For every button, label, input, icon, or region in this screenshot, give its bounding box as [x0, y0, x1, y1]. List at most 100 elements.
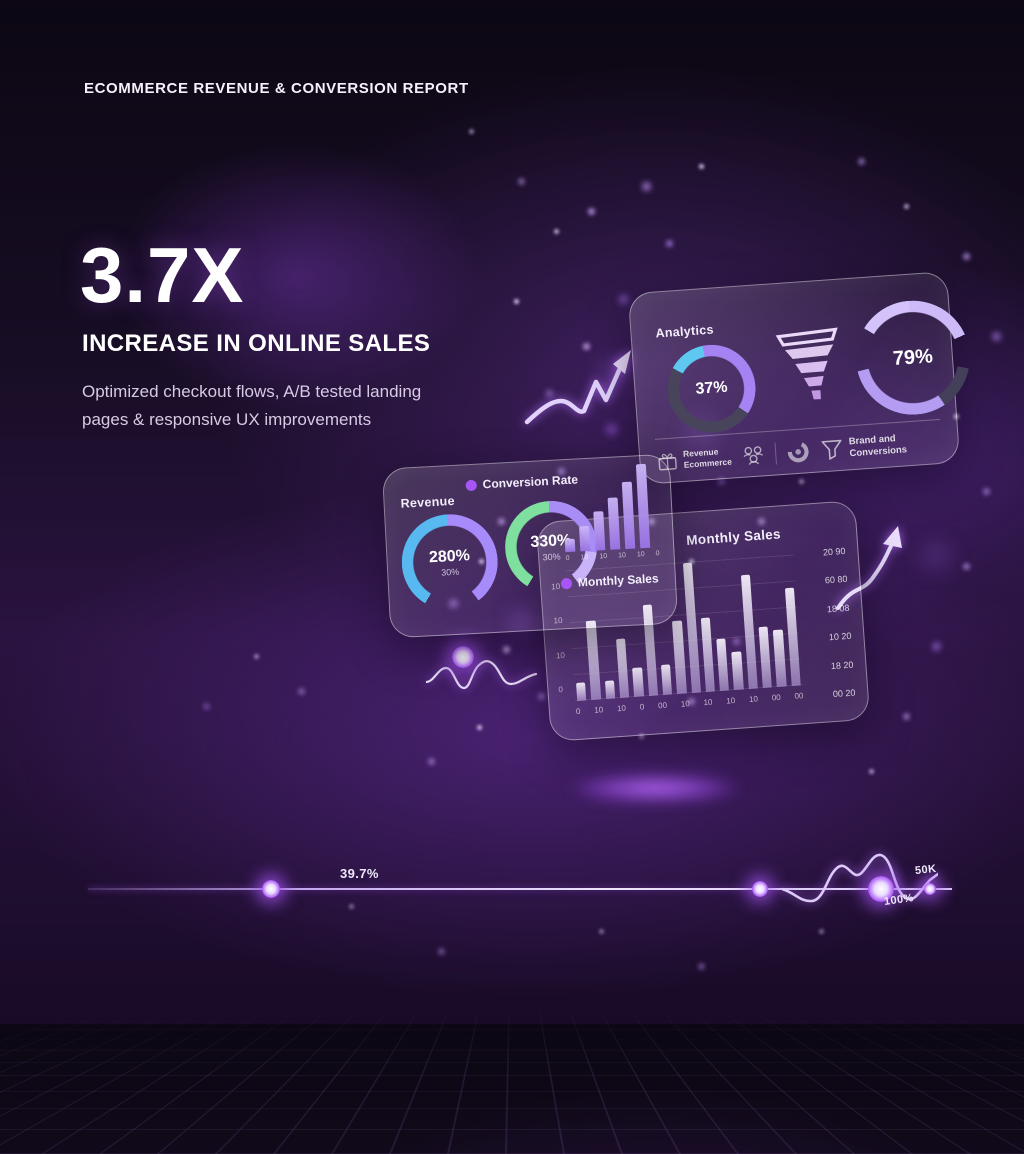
trend-arrow-icon	[836, 526, 902, 610]
axis-tick: 18 08	[826, 602, 850, 615]
bar	[784, 587, 801, 686]
bar	[773, 629, 787, 687]
footer-label-line: Ecommerce	[683, 456, 733, 470]
bar	[586, 620, 601, 700]
legend-label: Monthly Sales	[577, 571, 659, 590]
bar-group	[561, 463, 659, 553]
bar	[564, 538, 576, 553]
footer-item-conversions: Brand and Conversions	[819, 432, 907, 462]
description: Optimized checkout flows, A/B tested lan…	[82, 378, 421, 433]
axis-tick: 0	[655, 550, 660, 558]
axis-tick: 10	[617, 551, 627, 560]
x-axis-ticks: 0 10 10 10 10 0	[566, 550, 660, 562]
analytics-footer-row: Revenue Ecommerce Brand and	[655, 424, 949, 478]
y-axis-right-labels: 20 90 60 80 18 08 10 20 18 20 00 20	[823, 546, 856, 699]
bar	[621, 481, 636, 550]
axis-tick: 0	[639, 702, 645, 712]
timeline-mid-label: 39.7%	[340, 866, 379, 881]
bar	[579, 525, 591, 552]
axis-tick: 00	[657, 700, 668, 711]
axis-tick: 00	[771, 692, 781, 703]
legend-dot	[560, 577, 573, 589]
bar	[593, 511, 606, 551]
gauge-subvalue: 30%	[542, 550, 561, 562]
timeline-marker-dot	[752, 881, 768, 897]
bar	[632, 667, 644, 697]
monthly-card-title: Monthly Sales	[685, 526, 782, 548]
axis-tick: 10	[636, 551, 645, 559]
bar	[716, 638, 730, 691]
axis-tick: 10	[726, 695, 736, 706]
axis-tick: 10	[555, 650, 566, 660]
timeline-marker-dot	[262, 880, 280, 898]
bar	[740, 574, 758, 689]
trend-arrow-icon	[524, 350, 631, 425]
axis-tick: 0	[565, 554, 570, 563]
bar	[604, 680, 616, 699]
revenue-card-title: Revenue	[400, 493, 456, 511]
revenue-card: Revenue Conversion Rate 280% 30% 330% 30…	[381, 453, 679, 639]
timeline-marker-dot	[924, 883, 936, 895]
axis-tick: 10	[593, 705, 604, 715]
footer-item-gauge	[784, 438, 812, 466]
axis-tick: 60 80	[824, 574, 848, 586]
funnel-icon	[775, 327, 838, 400]
footer-item-label: Brand and Conversions	[848, 432, 907, 460]
bar	[635, 463, 651, 549]
footer-item-revenue: Revenue Ecommerce	[656, 446, 733, 473]
bokeh-particles	[0, 0, 3, 3]
revenue-gauge-1: 280% 30%	[399, 511, 501, 613]
timeline-end-top-label: 50K	[914, 862, 937, 878]
bar	[576, 682, 587, 701]
analytics-card: Analytics 37% 79% Revenue Ecommerce	[627, 271, 974, 485]
axis-tick: 10 20	[828, 630, 852, 643]
axis-tick: 10	[680, 699, 691, 709]
timeline-line	[88, 888, 952, 890]
perspective-grid-floor	[0, 1001, 1024, 1154]
subheadline: INCREASE IN ONLINE SALES	[82, 330, 431, 357]
axis-tick: 10	[616, 703, 627, 714]
footer-item-audience	[740, 441, 768, 469]
axis-tick: 0	[575, 706, 581, 717]
description-line-1: Optimized checkout flows, A/B tested lan…	[82, 382, 422, 401]
report-title: ECOMMERCE REVENUE & CONVERSION REPORT	[84, 80, 469, 97]
donut-value: 37%	[694, 378, 729, 398]
bar	[758, 626, 773, 688]
axis-tick: 0	[558, 684, 564, 695]
bar	[700, 617, 716, 692]
ring-gauge-icon	[787, 441, 809, 463]
timeline-marker-dot	[868, 876, 894, 902]
timeline-wave-icon	[782, 853, 938, 903]
conversion-donut-chart: 37%	[664, 341, 759, 436]
axis-tick: 00	[794, 691, 804, 701]
axis-tick: 10	[580, 553, 589, 562]
funnel-small-icon	[821, 439, 842, 460]
glow-dot	[452, 646, 474, 668]
footer-label-line: Conversions	[849, 444, 908, 460]
waveform-icon	[426, 660, 538, 690]
progress-gauge-chart: 79%	[852, 296, 974, 419]
footer-divider	[774, 442, 778, 465]
legend-dot	[465, 479, 478, 491]
axis-tick: 10	[599, 552, 608, 561]
gift-icon	[658, 453, 677, 471]
bar	[615, 638, 630, 698]
footer-item-label: Revenue Ecommerce	[683, 446, 733, 471]
axis-tick: 10	[703, 697, 713, 708]
axis-tick: 20 90	[822, 545, 846, 558]
floor-glow	[540, 768, 770, 808]
users-icon	[743, 446, 764, 465]
bar	[672, 620, 687, 694]
gauge-subvalue: 30%	[440, 566, 460, 578]
conversion-growth-bar-chart: 0 10 10 10 10 0	[561, 463, 660, 568]
bar	[607, 497, 621, 550]
axis-tick: 00 20	[832, 687, 856, 700]
analytics-card-title: Analytics	[655, 322, 715, 341]
axis-tick: 18 20	[830, 659, 854, 671]
axis-tick: 10	[748, 694, 759, 704]
multiplier-headline: 3.7X	[80, 231, 245, 319]
description-line-2: pages & responsive UX improvements	[82, 409, 372, 429]
gauge-value: 79%	[892, 344, 934, 370]
bar	[731, 651, 744, 690]
bar	[660, 664, 673, 695]
